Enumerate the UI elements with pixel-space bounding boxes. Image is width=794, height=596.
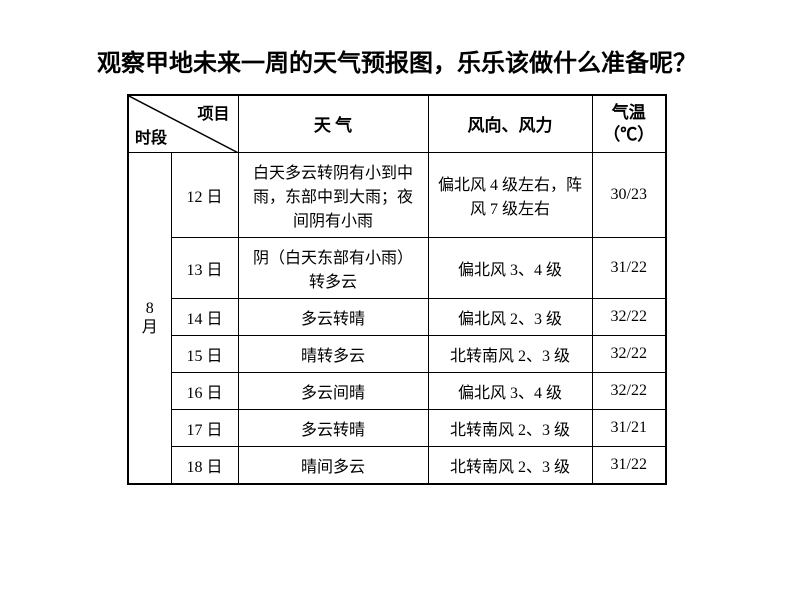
diagonal-header-cell: 项目 时段 bbox=[128, 95, 238, 153]
table-row: 15 日 晴转多云 北转南风 2、3 级 32/22 bbox=[128, 336, 666, 373]
day-cell: 17 日 bbox=[171, 410, 238, 447]
diag-header-bottom: 时段 bbox=[135, 124, 167, 148]
weather-forecast-table: 项目 时段 天 气 风向、风力 气温 （℃） 8月 12 日 白天多云转阴有小到… bbox=[127, 94, 667, 486]
table-header-row: 项目 时段 天 气 风向、风力 气温 （℃） bbox=[128, 95, 666, 153]
header-wind: 风向、风力 bbox=[428, 95, 592, 153]
header-temp: 气温 （℃） bbox=[592, 95, 666, 153]
table-row: 14 日 多云转晴 偏北风 2、3 级 32/22 bbox=[128, 299, 666, 336]
wind-cell: 偏北风 2、3 级 bbox=[428, 299, 592, 336]
wind-cell: 偏北风 3、4 级 bbox=[428, 373, 592, 410]
weather-cell: 多云转晴 bbox=[238, 299, 428, 336]
wind-cell: 北转南风 2、3 级 bbox=[428, 336, 592, 373]
weather-cell: 晴转多云 bbox=[238, 336, 428, 373]
day-cell: 12 日 bbox=[171, 153, 238, 238]
wind-cell: 偏北风 3、4 级 bbox=[428, 238, 592, 299]
temp-unit: （℃） bbox=[603, 125, 654, 144]
temp-cell: 31/22 bbox=[592, 447, 666, 485]
month-cell: 8月 bbox=[128, 153, 171, 485]
temp-cell: 31/21 bbox=[592, 410, 666, 447]
wind-cell: 北转南风 2、3 级 bbox=[428, 410, 592, 447]
day-cell: 16 日 bbox=[171, 373, 238, 410]
weather-cell: 多云间晴 bbox=[238, 373, 428, 410]
header-weather: 天 气 bbox=[238, 95, 428, 153]
wind-cell: 北转南风 2、3 级 bbox=[428, 447, 592, 485]
day-cell: 18 日 bbox=[171, 447, 238, 485]
wind-cell: 偏北风 4 级左右，阵风 7 级左右 bbox=[428, 153, 592, 238]
weather-cell: 多云转晴 bbox=[238, 410, 428, 447]
temp-cell: 31/22 bbox=[592, 238, 666, 299]
table-row: 13 日 阴（白天东部有小雨）转多云 偏北风 3、4 级 31/22 bbox=[128, 238, 666, 299]
table-row: 8月 12 日 白天多云转阴有小到中雨，东部中到大雨；夜间阴有小雨 偏北风 4 … bbox=[128, 153, 666, 238]
day-cell: 15 日 bbox=[171, 336, 238, 373]
temp-cell: 32/22 bbox=[592, 373, 666, 410]
table-row: 16 日 多云间晴 偏北风 3、4 级 32/22 bbox=[128, 373, 666, 410]
day-cell: 13 日 bbox=[171, 238, 238, 299]
weather-cell: 阴（白天东部有小雨）转多云 bbox=[238, 238, 428, 299]
temp-label: 气温 bbox=[612, 103, 646, 122]
weather-cell: 白天多云转阴有小到中雨，东部中到大雨；夜间阴有小雨 bbox=[238, 153, 428, 238]
diag-header-top: 项目 bbox=[197, 100, 229, 124]
month-text: 8月 bbox=[142, 300, 158, 336]
temp-cell: 32/22 bbox=[592, 299, 666, 336]
temp-cell: 30/23 bbox=[592, 153, 666, 238]
temp-cell: 32/22 bbox=[592, 336, 666, 373]
page-title: 观察甲地未来一周的天气预报图，乐乐该做什么准备呢？ bbox=[97, 48, 697, 82]
table-row: 18 日 晴间多云 北转南风 2、3 级 31/22 bbox=[128, 447, 666, 485]
weather-cell: 晴间多云 bbox=[238, 447, 428, 485]
day-cell: 14 日 bbox=[171, 299, 238, 336]
table-row: 17 日 多云转晴 北转南风 2、3 级 31/21 bbox=[128, 410, 666, 447]
